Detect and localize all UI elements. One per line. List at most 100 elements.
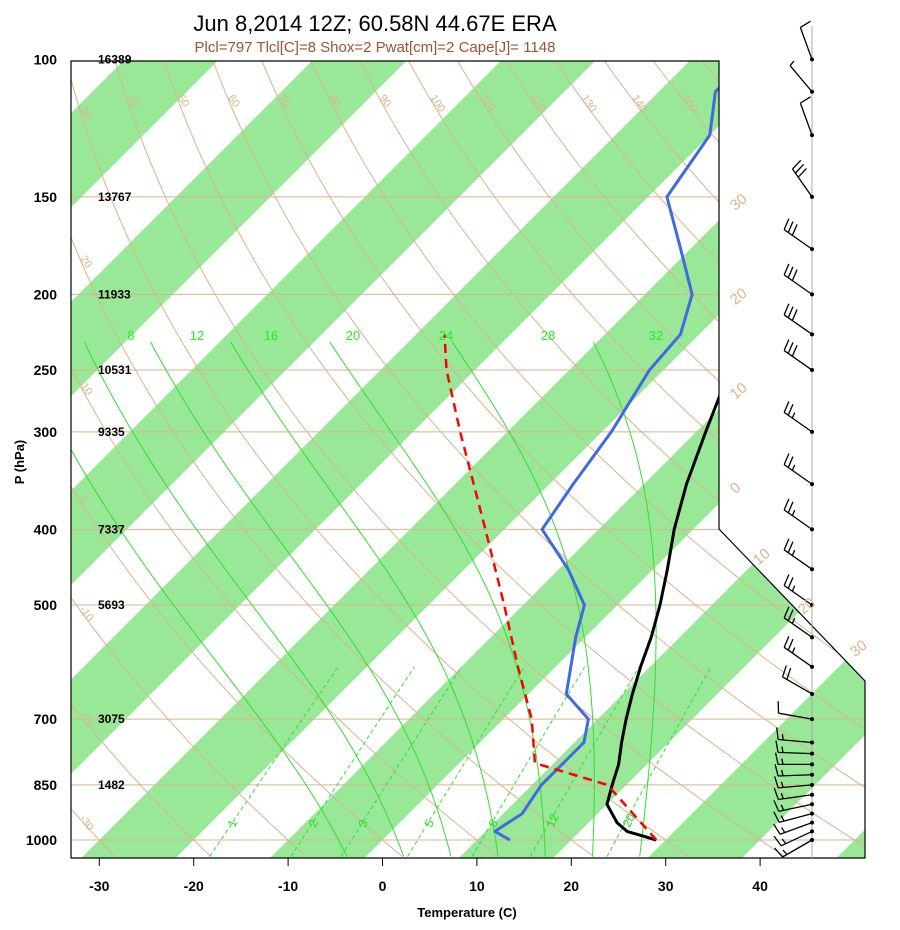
barb-half-feather <box>791 464 796 471</box>
x-tick-label: 0 <box>379 878 387 894</box>
height-label: 16389 <box>98 52 132 66</box>
isotherm-label: 20 <box>795 594 819 618</box>
barb-dot <box>810 740 814 745</box>
barb-shaft <box>778 794 813 801</box>
mixing-ratio-label: 20 <box>620 811 638 829</box>
barb-shaft <box>783 509 813 530</box>
barb-shaft <box>791 168 813 198</box>
isotherm-label: 10 <box>727 379 751 403</box>
barb-dot <box>810 482 814 487</box>
barb-half-feather <box>781 746 784 753</box>
dry-adiabat-label: 10 <box>78 381 95 398</box>
height-label: 10531 <box>98 363 132 377</box>
dry-adiabat-label: 0 <box>77 494 90 506</box>
barb-dot <box>810 429 814 434</box>
dry-adiabat <box>109 61 786 857</box>
barb-feather <box>792 159 802 170</box>
barb-shaft <box>783 411 813 433</box>
wind-barb <box>789 60 814 94</box>
barb-dot <box>810 691 814 696</box>
barb-dot <box>810 603 814 608</box>
barb-feather <box>783 401 790 413</box>
barb-shaft <box>783 350 813 371</box>
isotherm-band <box>444 61 865 858</box>
isotherm-label: 0 <box>727 479 744 497</box>
barb-half-feather <box>791 647 796 654</box>
barb-feather <box>783 574 790 586</box>
barb-shaft <box>778 712 813 720</box>
barb-shaft <box>778 803 813 812</box>
barb-feather <box>787 541 794 553</box>
dry-adiabat <box>71 61 212 857</box>
moist-adiabat-label: 24 <box>439 328 453 343</box>
barb-half-feather <box>781 838 787 845</box>
barb-half-feather <box>781 758 784 765</box>
mixing-ratio-line <box>407 666 525 857</box>
wind-barb <box>783 263 814 297</box>
wind-barb <box>783 453 814 487</box>
mixing-ratio-line <box>209 666 339 857</box>
barb-shaft <box>782 676 813 695</box>
dry-adiabat-label: -10 <box>77 604 96 624</box>
barb-shaft <box>789 65 813 93</box>
barb-dot <box>810 664 814 669</box>
barb-feather <box>774 847 784 858</box>
barb-dot <box>810 811 814 816</box>
barb-dot <box>810 751 814 756</box>
barb-half-feather <box>791 509 796 516</box>
barb-dot <box>810 717 814 722</box>
wind-barb <box>774 764 814 777</box>
barb-feather <box>774 752 779 765</box>
barb-feather <box>773 811 780 823</box>
wind-barb <box>783 339 814 373</box>
y-tick-label: 100 <box>34 51 58 67</box>
wind-barb <box>783 538 814 572</box>
barb-half-feather <box>791 617 796 624</box>
y-tick-label: 150 <box>34 189 58 205</box>
barb-feather <box>783 453 790 465</box>
barb-feather <box>774 764 779 777</box>
isotherm-band <box>71 61 822 858</box>
barb-feather <box>791 309 798 321</box>
height-label: 7337 <box>98 522 125 536</box>
wind-barb <box>775 740 814 756</box>
wind-barb <box>774 838 814 858</box>
dry-adiabat <box>157 61 865 857</box>
wind-barb <box>776 727 814 745</box>
barb-dot <box>810 292 814 297</box>
isotherm-label: 30 <box>727 190 751 214</box>
barb-feather <box>783 606 790 619</box>
dry-adiabat-label: 90 <box>377 93 394 110</box>
barb-feather <box>787 456 794 468</box>
barb-half-feather <box>782 849 788 855</box>
barb-feather <box>775 740 779 753</box>
barb-dot <box>810 527 814 532</box>
mixing-ratio-label: 12 <box>543 811 561 829</box>
barb-feather <box>783 339 790 351</box>
series-line-0 <box>605 61 865 842</box>
isotherm-band <box>71 61 444 858</box>
dry-adiabat <box>205 61 865 857</box>
dry-adiabat-label: 100 <box>427 93 447 115</box>
y-tick-label: 700 <box>34 711 58 727</box>
moist-adiabat-label: 32 <box>649 328 663 343</box>
dry-adiabat <box>71 61 690 857</box>
x-tick-label: 10 <box>469 878 485 894</box>
barb-shaft <box>783 314 813 335</box>
barb-feather <box>797 168 807 178</box>
barb-dot <box>810 332 814 337</box>
barb-feather <box>787 221 794 233</box>
y-tick-label: 500 <box>34 597 58 613</box>
moist-adiabat <box>83 341 405 857</box>
y-tick-label: 250 <box>34 362 58 378</box>
barb-dot <box>810 820 814 825</box>
dry-adiabat-label: 30 <box>77 105 94 122</box>
x-axis-label: Temperature (C) <box>417 905 516 920</box>
wind-barb <box>783 606 814 640</box>
barb-half-feather <box>780 804 785 811</box>
barb-dot <box>810 829 814 834</box>
barb-dot <box>810 782 814 787</box>
height-label: 9335 <box>98 425 125 439</box>
barb-shaft <box>783 646 813 668</box>
barb-dot <box>810 368 814 373</box>
